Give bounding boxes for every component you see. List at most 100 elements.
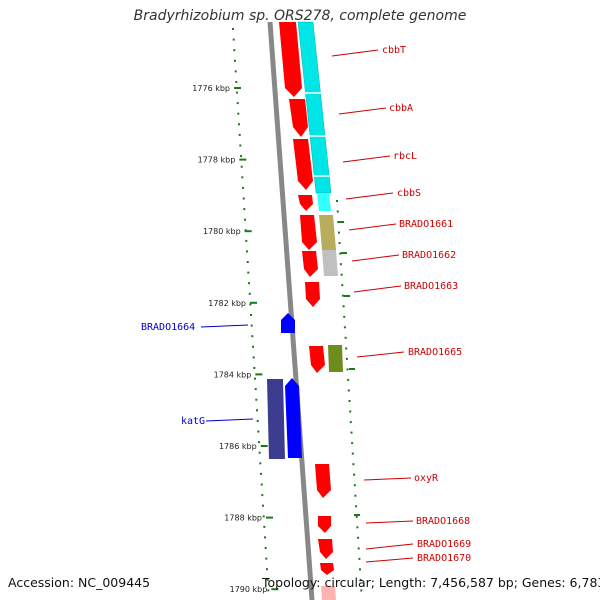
kbp-tick-label: 1788 kbp — [224, 514, 262, 523]
gene-label-brado1668[interactable]: BRADO1668 — [416, 516, 470, 527]
gene-label-cbbS[interactable]: cbbS — [397, 188, 421, 199]
track-dot — [350, 431, 353, 434]
gene-label-rbcL[interactable]: rbcL — [393, 151, 417, 162]
gene-label-brado1664[interactable]: BRADO1664 — [141, 322, 195, 333]
gene-label-cbbA[interactable]: cbbA — [389, 103, 413, 114]
track-dot — [233, 49, 236, 52]
track-dot — [244, 218, 246, 221]
track-dot — [353, 484, 356, 487]
track-dot — [260, 472, 262, 475]
track-dot — [242, 186, 244, 189]
track-dot — [342, 305, 345, 308]
gene-arrow-brado1663[interactable] — [305, 282, 320, 307]
track-dot — [236, 91, 238, 94]
gene-arrow-brado1661[interactable] — [300, 215, 317, 250]
gene-label-cbbT[interactable]: cbbT — [382, 45, 406, 56]
gene-arrow-cbbS[interactable] — [298, 195, 313, 211]
gene-labels: cbbT cbbA rbcL cbbS BRADO1661 BRADO1662 … — [141, 45, 471, 564]
track-dot — [360, 589, 363, 592]
gene-arrow-partial[interactable] — [321, 586, 336, 600]
track-dot — [345, 357, 348, 360]
cds-bar-brado1662[interactable] — [322, 250, 338, 276]
track-dot — [238, 133, 241, 136]
gene-arrow-rbcL[interactable] — [293, 139, 313, 190]
track-dot — [254, 388, 257, 391]
gene-arrow-brado1662[interactable] — [302, 251, 318, 277]
track-dot — [256, 419, 259, 422]
map-title: Bradyrhizobium sp. ORS278, complete geno… — [133, 8, 467, 24]
track-dot — [352, 463, 355, 466]
track-dot — [339, 252, 342, 255]
kbp-tick-label: 1776 kbp — [192, 84, 230, 93]
track-dot — [232, 38, 235, 41]
gene-label-brado1663[interactable]: BRADO1663 — [404, 281, 458, 292]
track-dot — [257, 430, 260, 433]
track-dot — [347, 389, 350, 392]
genome-backbone — [267, 21, 315, 600]
track-dot — [248, 292, 251, 295]
track-dot — [262, 504, 264, 507]
kbp-tick-label: 1782 kbp — [208, 299, 246, 308]
gene-arrow-cbbT[interactable] — [279, 22, 302, 97]
gene-label-brado1669[interactable]: BRADO1669 — [417, 539, 471, 550]
track-dot — [338, 231, 340, 234]
gene-arrow-oxyR[interactable] — [315, 464, 331, 498]
track-dot — [346, 368, 349, 371]
track-dot — [242, 197, 245, 200]
track-dot — [261, 494, 264, 497]
gene-arrow-brado1669[interactable] — [318, 539, 333, 559]
gene-arrow-cbbA[interactable] — [289, 99, 308, 137]
track-dot — [264, 536, 266, 539]
track-dot — [234, 70, 237, 73]
track-dot — [343, 326, 346, 329]
track-dot — [240, 155, 242, 158]
cds-bar-brado1665[interactable] — [328, 345, 343, 372]
track-dot — [243, 208, 246, 211]
kbp-tick-label: 1784 kbp — [214, 370, 252, 379]
track-dot — [250, 324, 253, 327]
feature-bars — [267, 21, 343, 459]
track-dot — [341, 284, 344, 287]
gene-label-brado1661[interactable]: BRADO1661 — [399, 219, 453, 230]
track-dot — [250, 314, 252, 316]
track-dot — [266, 578, 269, 581]
kbp-tick-label: 1778 kbp — [198, 156, 236, 165]
track-dot — [336, 200, 338, 202]
track-dot — [356, 526, 359, 529]
gene-arrow-brado1668[interactable] — [318, 516, 331, 533]
track-dot — [258, 451, 261, 454]
cds-bar-brado1661[interactable] — [319, 215, 336, 250]
track-dot — [259, 462, 262, 465]
gene-arrow-brado1664[interactable] — [281, 313, 295, 333]
track-dot — [255, 398, 258, 401]
gene-label-brado1665[interactable]: BRADO1665 — [408, 347, 462, 358]
gene-label-oxyR[interactable]: oxyR — [414, 473, 439, 484]
cds-bar-cbbS[interactable] — [317, 193, 331, 211]
gene-label-katG[interactable]: katG — [181, 416, 205, 427]
track-dot — [238, 123, 240, 126]
track-dot — [253, 367, 256, 369]
track-dot — [262, 515, 265, 518]
track-dot — [353, 473, 356, 476]
track-dot — [340, 273, 343, 276]
track-dot — [240, 165, 243, 168]
track-dot — [246, 261, 249, 263]
track-dot — [237, 112, 240, 115]
track-dot — [246, 250, 248, 253]
label-leaders — [200, 49, 414, 563]
track-dot — [232, 28, 234, 30]
gene-arrow-katG[interactable] — [285, 378, 302, 458]
track-dot — [344, 336, 347, 339]
track-dot — [239, 144, 242, 147]
gene-arrow-brado1670[interactable] — [320, 563, 334, 575]
track-dot — [351, 452, 354, 455]
track-dot — [251, 335, 254, 338]
track-dot — [359, 578, 362, 581]
track-dot — [348, 400, 351, 402]
gene-label-brado1670[interactable]: BRADO1670 — [417, 553, 471, 564]
gene-label-brado1662[interactable]: BRADO1662 — [402, 250, 456, 261]
gene-arrow-brado1665[interactable] — [309, 346, 325, 373]
inner-dotted-track — [336, 200, 363, 592]
cds-bar-katG[interactable] — [267, 379, 285, 459]
